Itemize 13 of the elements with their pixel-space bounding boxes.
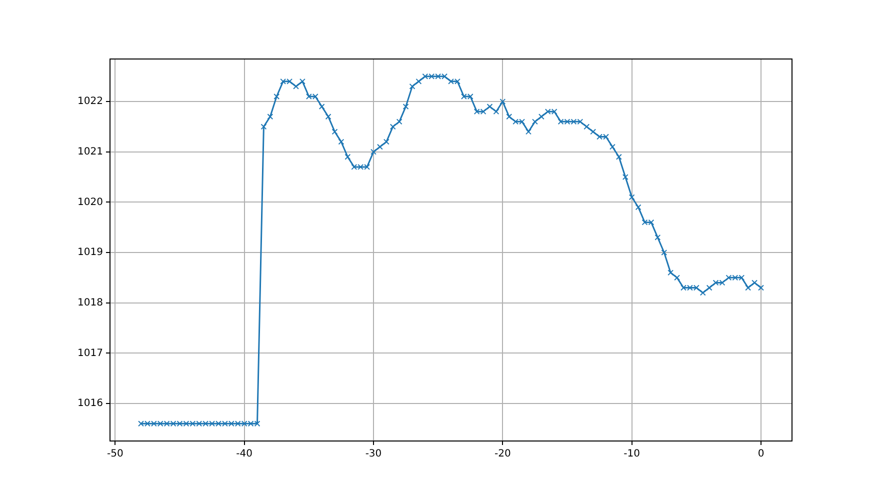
y-tick-label: 1019 <box>78 247 103 258</box>
y-tick-label: 1017 <box>78 348 103 359</box>
x-tick-label: -50 <box>106 448 124 460</box>
x-tick-label: -30 <box>365 448 382 460</box>
y-tick-label: 1022 <box>78 96 103 108</box>
x-tick-label: -20 <box>494 448 511 460</box>
y-tick-label: 1021 <box>78 146 103 158</box>
y-tick-label: 1018 <box>78 297 103 308</box>
x-tick-label: 0 <box>758 448 764 460</box>
y-tick-label: 1016 <box>78 398 103 410</box>
x-tick-label: -40 <box>236 448 253 460</box>
x-tick-label: -10 <box>624 448 640 460</box>
y-tick-label: 1020 <box>78 196 103 208</box>
